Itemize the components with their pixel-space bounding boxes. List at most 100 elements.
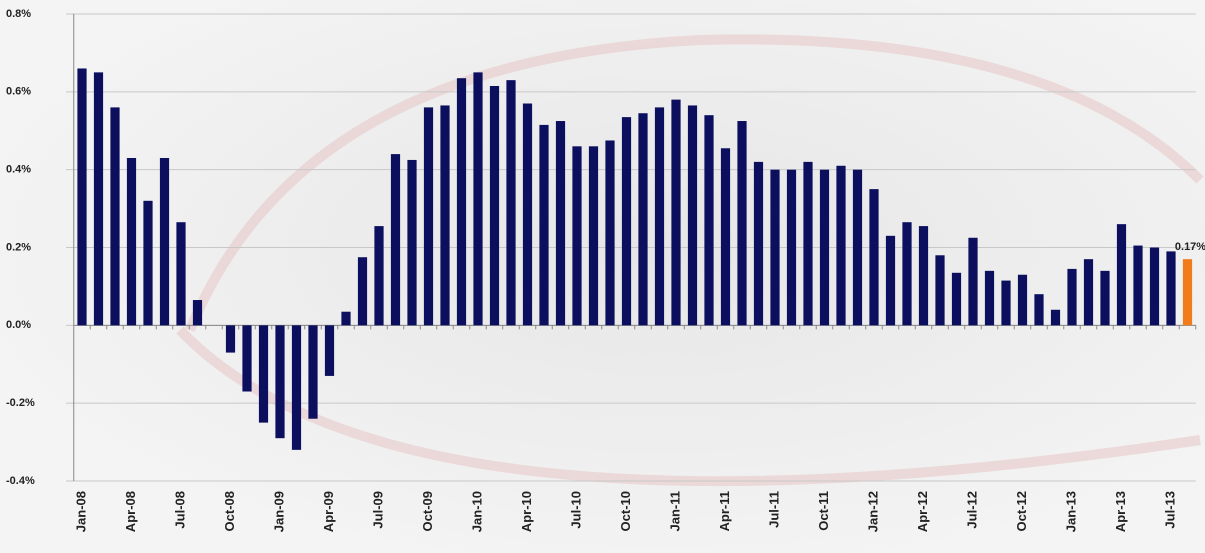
- bar: [308, 325, 318, 419]
- x-tick-label: Oct-10: [618, 491, 633, 531]
- bar: [753, 161, 764, 326]
- x-tick-label: Jan-12: [865, 491, 880, 532]
- bar: [605, 140, 615, 326]
- bar: [704, 115, 714, 326]
- data-label: 0.17%: [1175, 241, 1205, 253]
- bar: [588, 146, 599, 326]
- bar: [819, 169, 830, 326]
- bar: [1133, 245, 1143, 326]
- bar: [489, 85, 500, 326]
- x-tick-label: Jan-11: [667, 491, 682, 531]
- bar: [1001, 280, 1011, 326]
- watermark: [185, 34, 1204, 332]
- bar: [275, 325, 285, 439]
- bar: [1083, 259, 1094, 326]
- bar: [902, 222, 912, 326]
- bar: [242, 325, 252, 392]
- bar: [77, 68, 87, 326]
- x-tick-label: Oct-11: [816, 491, 831, 531]
- bar: [918, 226, 929, 326]
- bar: [852, 169, 863, 326]
- bar: [374, 226, 384, 326]
- x-tick-label: Oct-09: [420, 491, 435, 531]
- x-tick-label: Jul-09: [370, 491, 385, 529]
- bar: [1166, 251, 1176, 326]
- bar: [126, 157, 137, 326]
- bar: [440, 105, 450, 326]
- bar: [473, 72, 483, 326]
- bar: [737, 121, 747, 326]
- x-tick-label: Apr-12: [915, 491, 930, 532]
- bar: [1149, 247, 1160, 326]
- bar: [93, 72, 104, 326]
- bar: [1034, 294, 1044, 326]
- x-tick-label: Jul-11: [766, 491, 781, 528]
- bar: [110, 107, 120, 326]
- bar: [324, 325, 335, 376]
- bar: [456, 78, 467, 326]
- x-tick-label: Apr-08: [123, 491, 138, 532]
- bar: [1182, 259, 1193, 326]
- bar: [786, 169, 797, 326]
- x-tick-label: Jan-13: [1063, 491, 1078, 532]
- bar: [935, 255, 945, 326]
- bar: [836, 165, 846, 326]
- bar: [687, 105, 698, 326]
- x-tick-label: Jul-12: [964, 491, 979, 529]
- y-tick-label: -0.4%: [6, 475, 35, 487]
- bar: [192, 300, 203, 326]
- x-tick-label: Jul-13: [1162, 491, 1177, 529]
- x-tick-label: Oct-08: [222, 491, 237, 531]
- bar: [291, 325, 302, 450]
- bar: [803, 161, 813, 326]
- y-tick-label: 0.4%: [6, 164, 31, 176]
- watermark: [176, 326, 1201, 487]
- bar: [506, 80, 516, 326]
- bar: [390, 154, 401, 326]
- bar: [143, 200, 153, 326]
- bar: [869, 189, 879, 326]
- x-tick-label: Jan-08: [73, 491, 88, 532]
- y-tick-label: 0.2%: [6, 241, 31, 253]
- bar: [968, 237, 978, 326]
- x-tick-label: Jul-10: [568, 491, 583, 529]
- bar: [522, 103, 533, 326]
- bar: [258, 325, 269, 423]
- y-tick-label: 0.6%: [6, 86, 31, 98]
- bar: [1116, 224, 1127, 326]
- bar: [572, 146, 582, 326]
- bar: [341, 311, 351, 326]
- x-tick-label: Oct-12: [1014, 491, 1029, 531]
- y-tick-label: 0.0%: [6, 319, 31, 331]
- x-tick-label: Apr-09: [321, 491, 336, 532]
- bar: [1017, 274, 1028, 326]
- bar: [423, 107, 434, 326]
- x-tick-label: Apr-11: [717, 491, 732, 531]
- bar: [770, 169, 780, 326]
- x-tick-label: Apr-13: [1113, 491, 1128, 532]
- x-tick-label: Jan-10: [469, 491, 484, 532]
- bar: [176, 222, 186, 326]
- bar: [539, 124, 549, 326]
- bar: [555, 121, 566, 326]
- bar: [357, 257, 368, 326]
- bar: [638, 113, 648, 326]
- bar: [225, 325, 236, 353]
- bar: [621, 117, 632, 326]
- y-tick-label: 0.8%: [6, 8, 31, 20]
- x-tick-label: Jan-09: [271, 491, 286, 532]
- x-tick-label: Apr-10: [519, 491, 534, 532]
- bar: [1050, 309, 1061, 326]
- bar: [951, 272, 962, 326]
- bar: [1067, 268, 1077, 326]
- y-tick-label: -0.2%: [6, 397, 35, 409]
- bar: [407, 159, 417, 326]
- bar: [720, 148, 731, 326]
- bar: [1100, 270, 1110, 326]
- bar: [984, 270, 995, 326]
- bar: [159, 157, 170, 326]
- x-tick-label: Jul-08: [172, 491, 187, 529]
- bar: [654, 107, 665, 326]
